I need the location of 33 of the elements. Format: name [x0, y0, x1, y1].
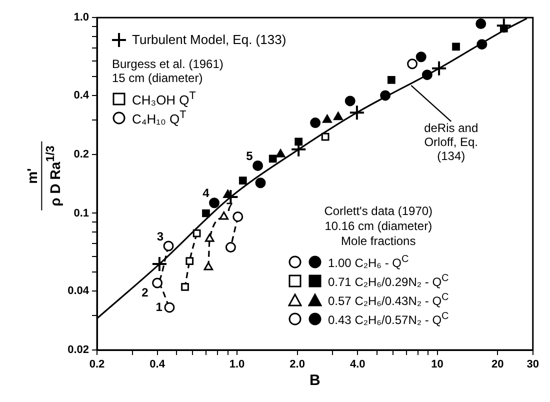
annotation: 1 — [156, 300, 163, 314]
annotation: 15 cm (diameter) — [112, 71, 204, 85]
y-tick-label: 0.02 — [68, 344, 89, 356]
legend-label: CH₃OH Q$^{T}$ — [132, 90, 196, 108]
annotation: Mole fractions — [340, 234, 417, 249]
x-tick-label: 10 — [431, 358, 444, 371]
x-tick-label: 2.0 — [290, 358, 305, 371]
legend-label: 0.57 C₂H₆/0.43N₂ - Q$^{C}$ — [328, 292, 449, 308]
annotation: 3 — [156, 229, 164, 244]
annotation: 2 — [142, 285, 149, 300]
annotation: 10.16 cm (diameter) — [324, 219, 434, 234]
annotation: deRis and Orloff, Eq. (134) — [423, 121, 480, 164]
annotation: Corlett's data (1970) — [323, 204, 434, 219]
x-tick-label: 1.0 — [229, 358, 245, 371]
legend-label: Turbulent Model, Eq. (133) — [132, 32, 286, 47]
x-tick-label: 0.4 — [150, 358, 166, 371]
annotation: 4 — [202, 186, 210, 200]
x-tick-label: 20 — [491, 358, 504, 371]
y-tick-label: 1.0 — [74, 12, 89, 24]
x-tick-label: 4.0 — [350, 358, 366, 371]
x-axis-title: B — [310, 372, 321, 390]
x-tick-label: 0.2 — [89, 358, 105, 371]
annotation: 5 — [246, 149, 254, 164]
y-tick-label: 0.4 — [74, 89, 90, 102]
legend-label: 0.43 C₂H₆/0.57N₂ - Q$^{C}$ — [328, 310, 449, 326]
x-tick-label: 30 — [526, 358, 540, 371]
legend-label: C₄H₁₀ Q$^{T}$ — [132, 108, 186, 126]
annotation: Burgess et al. (1961) — [112, 57, 224, 71]
y-tick-label: 0.2 — [74, 148, 89, 160]
legend-label: 0.71 C₂H₆/0.29N₂ - Q$^{C}$ — [328, 272, 449, 288]
y-tick-label: 0.04 — [68, 285, 90, 298]
legend-label: 1.00 C₂H₆ - Q$^{C}$ — [328, 254, 409, 270]
y-tick-label: 0.1 — [74, 207, 89, 220]
